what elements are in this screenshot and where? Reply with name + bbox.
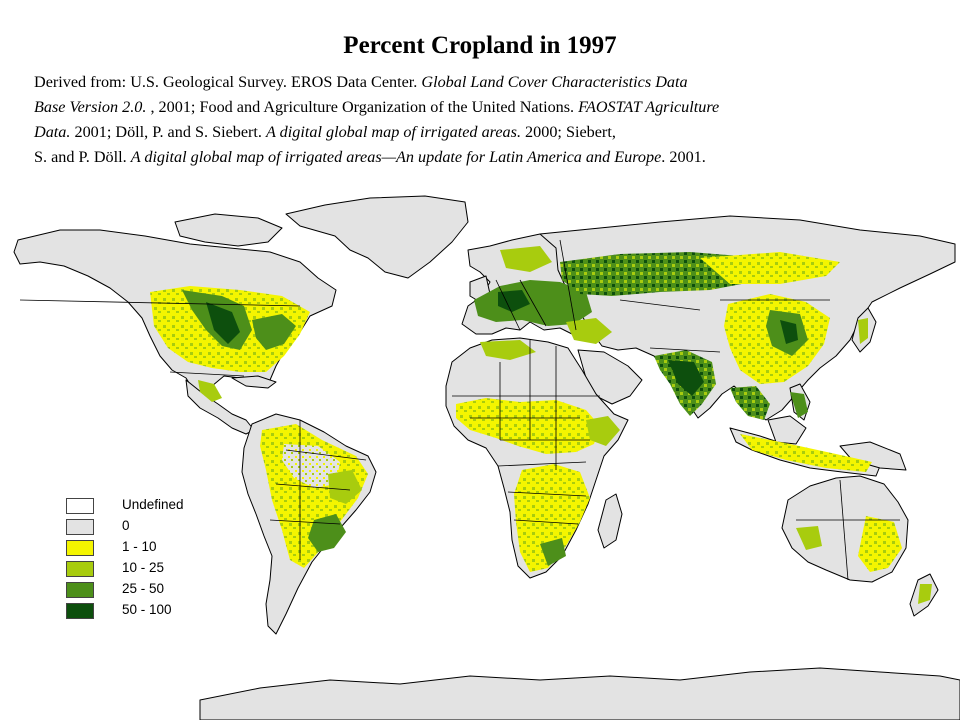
source-line: S. and P. Döll. A digital global map of … — [34, 145, 954, 170]
antarctica — [199, 667, 960, 720]
source-segment: Data. — [34, 123, 75, 141]
source-segment: FAOSTAT Agriculture — [578, 98, 720, 116]
legend-swatch — [66, 540, 94, 556]
source-segment: A digital global map of irrigated areas. — [266, 123, 521, 141]
legend-label: 25 - 50 — [122, 581, 165, 596]
source-line: Data. 2001; Döll, P. and S. Siebert. A d… — [34, 120, 954, 145]
legend-swatch — [66, 519, 94, 535]
map-title: Percent Cropland in 1997 — [343, 32, 617, 59]
source-segment: Derived from: U.S. Geological Survey. ER… — [34, 73, 422, 91]
source-segment: Base Version 2.0. — [34, 98, 151, 116]
borneo — [767, 415, 807, 445]
greenland — [285, 195, 469, 279]
source-segment: 2001; Döll, P. and S. Siebert. — [74, 123, 267, 141]
source-line: Base Version 2.0. , 2001; Food and Agric… — [34, 95, 954, 120]
legend-swatch — [66, 603, 94, 619]
legend-swatch — [66, 582, 94, 598]
legend-item: Undefined — [66, 497, 226, 514]
caribbean — [231, 375, 277, 389]
legend-swatch — [66, 498, 94, 514]
legend-item: 50 - 100 — [66, 602, 226, 619]
source-line: Derived from: U.S. Geological Survey. ER… — [34, 70, 954, 95]
africa — [445, 337, 629, 579]
legend-swatch — [66, 561, 94, 577]
legend-label: 50 - 100 — [122, 602, 172, 617]
source-segment: 2000; Siebert, — [521, 123, 616, 141]
legend-item: 0 — [66, 518, 226, 535]
madagascar — [597, 493, 623, 549]
legend-item: 25 - 50 — [66, 581, 226, 598]
legend-item: 1 - 10 — [66, 539, 226, 556]
legend-label: Undefined — [122, 497, 184, 512]
arctic-islands — [174, 213, 283, 247]
source-citation: Derived from: U.S. Geological Survey. ER… — [34, 70, 954, 170]
legend-label: 0 — [122, 518, 130, 533]
legend-label: 10 - 25 — [122, 560, 165, 575]
legend-label: 1 - 10 — [122, 539, 157, 554]
legend-item: 10 - 25 — [66, 560, 226, 577]
source-segment: S. and P. Döll. — [34, 148, 131, 166]
source-segment: , 2001; Food and Agriculture Organizatio… — [150, 98, 579, 116]
central-america — [185, 379, 255, 435]
world-cropland-map — [13, 195, 960, 720]
source-segment: A digital global map of irrigated areas—… — [130, 148, 662, 166]
source-segment: . 2001. — [661, 148, 706, 166]
source-segment: Global Land Cover Characteristics Data — [421, 73, 688, 91]
